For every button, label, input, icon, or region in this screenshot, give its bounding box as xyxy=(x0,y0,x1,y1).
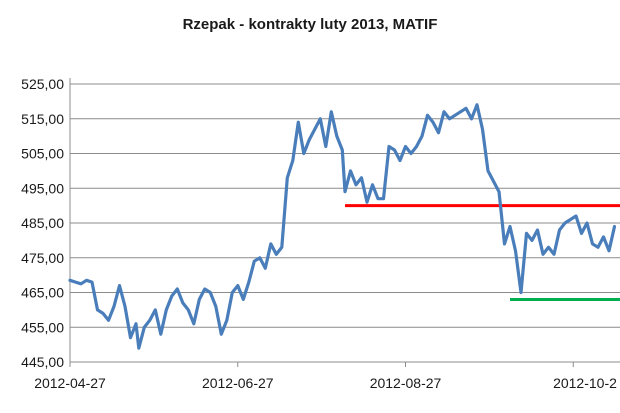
price-line xyxy=(68,103,617,350)
y-tick-label: 515,00 xyxy=(21,111,64,127)
y-tick-labels: 525,00 515,00 505,00 495,00 485,00 475,00 465,… xyxy=(21,76,64,370)
axes xyxy=(69,78,620,367)
y-tick-label: 445,00 xyxy=(21,354,64,370)
x-tick-label: 2012-04-27 xyxy=(34,375,106,391)
y-tick-label: 525,00 xyxy=(21,76,64,92)
x-tick-label: 2012-06-27 xyxy=(202,375,274,391)
y-tick-label: 465,00 xyxy=(21,285,64,301)
series-layer xyxy=(68,103,617,350)
x-tick-labels: 2012-04-27 2012-06-27 2012-08-27 2012-10-2 xyxy=(34,375,617,391)
x-tick-label: 2012-08-27 xyxy=(370,375,442,391)
reference-lines xyxy=(345,204,620,301)
y-tick-label: 485,00 xyxy=(21,215,64,231)
y-tick-label: 475,00 xyxy=(21,250,64,266)
chart-title: Rzepak - kontrakty luty 2013, MATIF xyxy=(182,16,438,33)
y-tick-label: 505,00 xyxy=(21,146,64,162)
y-tick-label: 455,00 xyxy=(21,319,64,335)
gridlines xyxy=(70,83,620,363)
y-tick-label: 495,00 xyxy=(21,180,64,196)
x-tick-label: 2012-10-2 xyxy=(553,375,617,391)
